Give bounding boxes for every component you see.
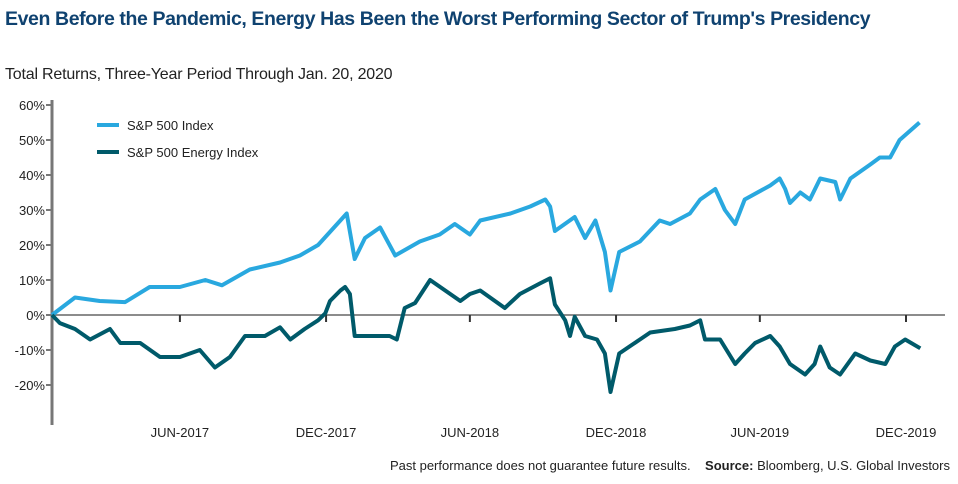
y-tick-label: -10% <box>15 343 46 358</box>
x-tick-label: DEC-2018 <box>586 425 647 440</box>
series-lines <box>50 120 922 394</box>
y-tick-label: 0% <box>26 308 45 323</box>
x-tick-label: JUN-2019 <box>731 425 790 440</box>
y-tick-label: 50% <box>19 133 45 148</box>
y-tick-label: 40% <box>19 168 45 183</box>
series-line-energy <box>50 276 922 394</box>
x-tick-label: JUN-2017 <box>151 425 210 440</box>
source-label: Source: <box>705 458 754 473</box>
y-tick-label: 60% <box>19 98 45 113</box>
series-line-sp500 <box>50 120 921 317</box>
axes: 60% 50% 40% 30% 20% 10% 0% -10% -20% JUN-2017 DEC-… <box>15 98 945 440</box>
source-text: Bloomberg, U.S. Global Investors <box>757 458 950 473</box>
legend-label-energy: S&P 500 Energy Index <box>127 145 259 160</box>
disclaimer: Past performance does not guarantee futu… <box>389 458 691 473</box>
x-tick-label: JUN-2018 <box>441 425 500 440</box>
x-tick-label: DEC-2017 <box>296 425 357 440</box>
y-tick-label: 10% <box>19 273 45 288</box>
chart-title: Even Before the Pandemic, Energy Has Bee… <box>5 8 871 30</box>
legend-label-sp500: S&P 500 Index <box>127 118 214 133</box>
y-tick-label: -20% <box>15 378 46 393</box>
legend: S&P 500 Index S&P 500 Energy Index <box>97 118 259 160</box>
footer: Past performance does not guarantee futu… <box>390 458 950 473</box>
y-tick-label: 20% <box>19 238 45 253</box>
y-tick-label: 30% <box>19 203 45 218</box>
x-tick-label: DEC-2019 <box>876 425 937 440</box>
chart-subtitle: Total Returns, Three-Year Period Through… <box>5 66 393 83</box>
